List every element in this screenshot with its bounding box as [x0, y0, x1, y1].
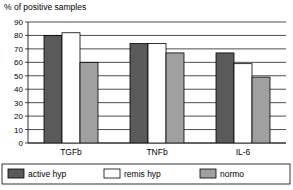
y-tick-label: 20: [14, 112, 23, 121]
y-tick-label: 0: [19, 139, 24, 148]
x-tick-label: TNFb: [146, 147, 168, 157]
y-tick: [25, 89, 28, 90]
y-tick: [25, 48, 28, 49]
chart-container: % of positive samples 0 10 20 30 40 50 60 70 80 90…: [0, 0, 293, 190]
y-tick: [25, 102, 28, 103]
y-tick-label: 90: [14, 18, 23, 27]
y-tick: [25, 116, 28, 117]
bar: [130, 44, 148, 143]
grid-line: [28, 22, 286, 23]
legend-label: active hyp: [28, 169, 67, 179]
y-tick: [25, 75, 28, 76]
legend: active hyp remis hyp normo: [2, 164, 290, 184]
bar: [216, 53, 234, 143]
y-tick: [25, 62, 28, 63]
legend-box: [2, 164, 290, 184]
y-tick: [25, 35, 28, 36]
y-tick-label: 30: [14, 99, 23, 108]
bar: [148, 44, 166, 143]
y-tick: [25, 143, 28, 144]
y-axis: [28, 22, 29, 143]
y-tick-label: 80: [14, 31, 23, 40]
bar: [44, 35, 62, 143]
y-axis-label: % of positive samples: [4, 2, 86, 12]
bar: [166, 53, 184, 143]
y-tick-label: 60: [14, 58, 23, 67]
x-tick-label: TGFb: [60, 147, 82, 157]
legend-swatch: [8, 169, 24, 178]
bar: [80, 62, 98, 143]
bars: [44, 33, 270, 143]
x-tick-label: IL-6: [236, 147, 251, 157]
y-tick: [25, 129, 28, 130]
legend-swatch: [200, 169, 216, 178]
bar: [252, 77, 270, 143]
y-tick: [25, 22, 28, 23]
legend-label: normo: [220, 169, 244, 179]
y-tick-label: 70: [14, 45, 23, 54]
y-tick-label: 10: [14, 126, 23, 135]
bar: [234, 64, 252, 143]
legend-label: remis hyp: [124, 169, 161, 179]
bar: [62, 33, 80, 143]
y-tick-label: 50: [14, 72, 23, 81]
legend-swatch: [104, 169, 120, 178]
chart-svg: % of positive samples 0 10 20 30 40 50 60 70 80 90…: [0, 0, 293, 190]
y-tick-label: 40: [14, 85, 23, 94]
